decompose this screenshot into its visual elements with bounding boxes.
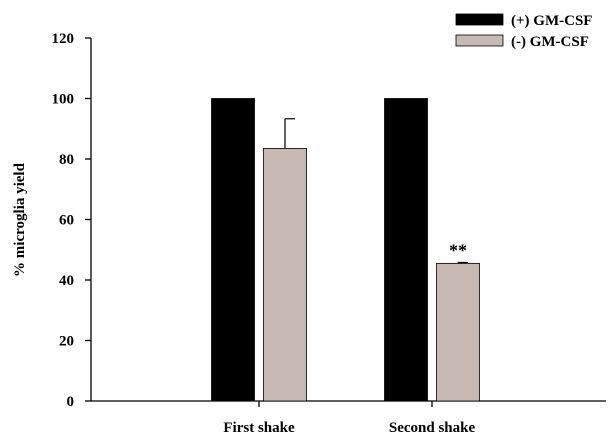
significance-annotation: **: [449, 240, 467, 260]
legend-label: (-) GM-CSF: [511, 34, 589, 50]
legend: (+) GM-CSF (-) GM-CSF: [455, 13, 592, 50]
legend-swatch: [455, 34, 504, 47]
legend-label: (+) GM-CSF: [511, 13, 592, 29]
bar: [263, 148, 307, 402]
labels: 0 20 40 60 80 100 120 First shake Second shake **: [52, 31, 476, 435]
axes: [85, 37, 606, 407]
bar: [436, 262, 480, 402]
legend-swatch: [455, 13, 504, 26]
y-axis-title: % microglia yield: [12, 162, 28, 277]
y-tick-label-0: 0: [67, 394, 75, 410]
bar: [384, 98, 428, 402]
y-tick-label-80: 80: [59, 152, 74, 168]
error-bars: [284, 118, 468, 264]
y-tick-label-60: 60: [59, 213, 74, 229]
category-label: First shake: [223, 420, 295, 435]
y-tick-label-120: 120: [52, 31, 75, 47]
y-tick-label-40: 40: [59, 273, 74, 289]
bar: [211, 98, 255, 402]
bars: [211, 98, 480, 402]
y-tick-label-100: 100: [52, 92, 75, 108]
category-label: Second shake: [389, 420, 476, 435]
y-tick-label-20: 20: [59, 334, 74, 350]
